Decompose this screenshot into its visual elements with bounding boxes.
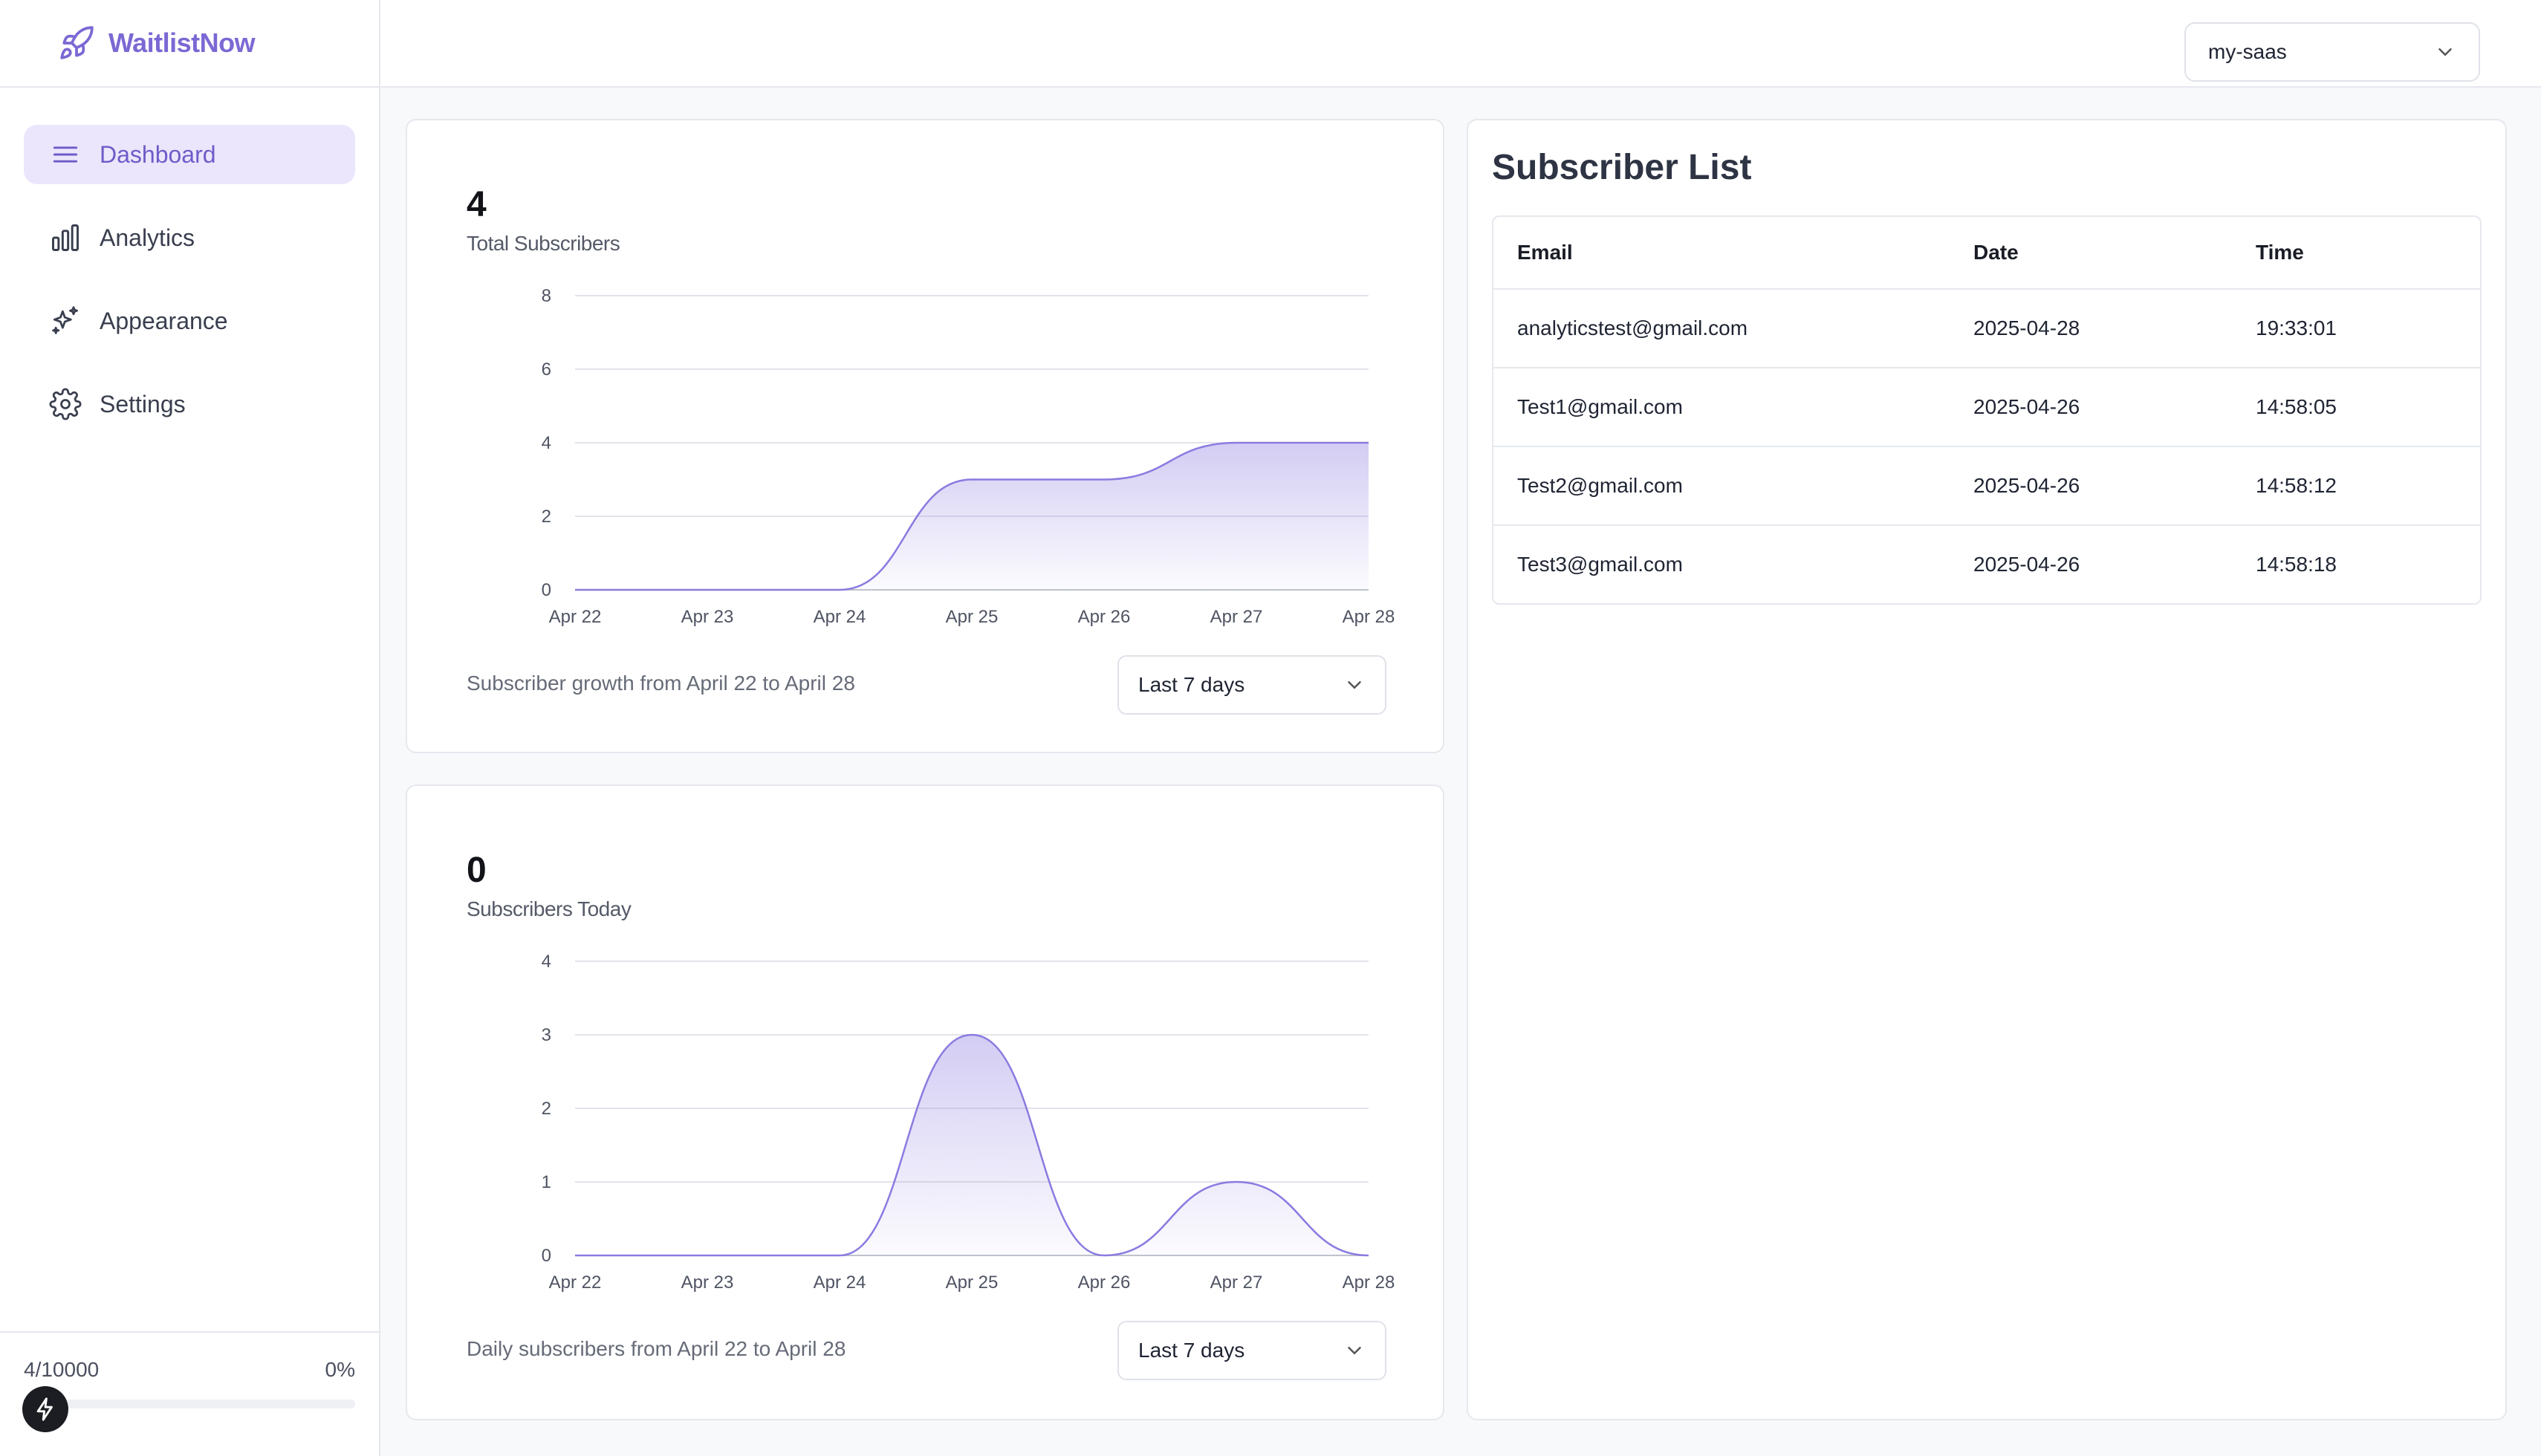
chevron-down-icon [2438, 48, 2452, 56]
usage-meter: 4/10000 0% [0, 1331, 379, 1456]
table-row[interactable]: Test2@gmail.com 2025-04-26 14:58:12 [1493, 446, 2480, 524]
series-line [574, 441, 1369, 591]
upgrade-button[interactable] [22, 1386, 68, 1432]
cell-date: 2025-04-26 [1973, 553, 2080, 576]
sidebar: WaitlistNow Dashboard Analytics Appearan… [0, 0, 380, 1456]
subscribers-today-label: Subscribers Today [467, 897, 632, 920]
sidebar-item-label: Appearance [100, 307, 228, 334]
cell-date: 2025-04-28 [1973, 316, 2080, 339]
project-select-value: my-saas [2208, 40, 2287, 63]
sidebar-item-analytics[interactable]: Analytics [24, 208, 355, 267]
y-tick-label: 3 [542, 1025, 551, 1045]
x-tick-label: Apr 22 [549, 607, 602, 627]
cell-time: 14:58:12 [2256, 474, 2337, 497]
column-header-date[interactable]: Date [1973, 241, 2019, 264]
column-header-time[interactable]: Time [2256, 241, 2304, 264]
menu-icon [53, 146, 78, 163]
chart-caption: Daily subscribers from April 22 to April… [467, 1337, 846, 1360]
gear-icon [49, 388, 82, 420]
range-select[interactable]: Last 7 days [1117, 1321, 1386, 1380]
chart-caption: Subscriber growth from April 22 to April… [467, 672, 855, 695]
sidebar-item-settings[interactable]: Settings [24, 374, 355, 434]
column-header-email[interactable]: Email [1517, 241, 1573, 264]
subscriber-growth-chart: 0 2 4 6 8 Apr 22 Apr 23 Apr 24 Apr 25 Apr 26 Apr 2… [542, 286, 1395, 627]
subscriber-list-card: Subscriber List Email Date Time analytic… [1467, 119, 2507, 1420]
y-tick-label: 4 [542, 433, 551, 453]
cell-email: Test1@gmail.com [1517, 395, 1683, 418]
top-bar [380, 0, 2541, 88]
x-tick-label: Apr 28 [1343, 607, 1395, 627]
total-subscribers-value: 4 [467, 185, 487, 224]
table-row[interactable]: Test3@gmail.com 2025-04-26 14:58:18 [1493, 524, 2480, 603]
lightning-icon [36, 1397, 53, 1421]
subscribers-today-card: 0 Subscribers Today 0 1 2 3 4 Apr 22 Apr 23 Apr… [406, 784, 1444, 1420]
x-tick-label: Apr 28 [1343, 1273, 1395, 1293]
brand[interactable]: WaitlistNow [0, 0, 379, 88]
subscribers-today-value: 0 [467, 851, 487, 890]
x-tick-label: Apr 25 [946, 1273, 999, 1293]
usage-count: 4/10000 [24, 1358, 100, 1381]
bar-chart-icon [52, 224, 79, 251]
series-line [574, 1033, 1369, 1257]
table-row[interactable]: Test1@gmail.com 2025-04-26 14:58:05 [1493, 367, 2480, 446]
series-area [575, 443, 1369, 590]
x-tick-label: Apr 25 [946, 607, 999, 627]
y-tick-label: 0 [542, 1246, 551, 1266]
total-subscribers-label: Total Subscribers [467, 232, 620, 255]
y-tick-label: 6 [542, 360, 551, 380]
range-select-value: Last 7 days [1138, 673, 1245, 696]
cell-email: analyticstest@gmail.com [1517, 316, 1748, 339]
x-tick-label: Apr 27 [1210, 607, 1263, 627]
x-tick-label: Apr 27 [1210, 1273, 1263, 1293]
x-tick-label: Apr 26 [1078, 607, 1131, 627]
cell-date: 2025-04-26 [1973, 474, 2080, 497]
table-row[interactable]: analyticstest@gmail.com 2025-04-28 19:33… [1493, 288, 2480, 367]
sidebar-item-dashboard[interactable]: Dashboard [24, 125, 355, 184]
subscriber-list-title: Subscriber List [1492, 148, 1752, 187]
x-tick-label: Apr 23 [681, 1273, 734, 1293]
cell-time: 19:33:01 [2256, 316, 2337, 339]
table-header: Email Date Time [1493, 217, 2480, 288]
cell-time: 14:58:18 [2256, 553, 2337, 576]
y-tick-label: 2 [542, 1099, 551, 1119]
brand-name: WaitlistNow [108, 27, 256, 58]
sidebar-item-label: Analytics [100, 224, 195, 251]
cell-email: Test2@gmail.com [1517, 474, 1683, 497]
daily-subscribers-chart: 0 1 2 3 4 Apr 22 Apr 23 Apr 24 Apr 25 Apr 26 Apr 2… [542, 952, 1395, 1293]
series-area [575, 1035, 1369, 1255]
chevron-down-icon [1348, 1347, 1361, 1355]
x-tick-label: Apr 23 [681, 607, 734, 627]
usage-progress-bar [24, 1400, 355, 1408]
sidebar-item-label: Settings [100, 390, 186, 417]
usage-percent: 0% [325, 1358, 355, 1381]
x-tick-label: Apr 24 [814, 1273, 866, 1293]
y-tick-label: 0 [542, 580, 551, 600]
x-tick-label: Apr 22 [549, 1273, 602, 1293]
x-tick-label: Apr 24 [814, 607, 866, 627]
range-select[interactable]: Last 7 days [1117, 655, 1386, 715]
subscriber-table: Email Date Time analyticstest@gmail.com … [1492, 215, 2482, 605]
x-tick-label: Apr 26 [1078, 1273, 1131, 1293]
cell-email: Test3@gmail.com [1517, 553, 1683, 576]
range-select-value: Last 7 days [1138, 1339, 1245, 1362]
y-tick-label: 1 [542, 1172, 551, 1192]
cell-time: 14:58:05 [2256, 395, 2337, 418]
chevron-down-icon [1348, 681, 1361, 689]
y-tick-label: 8 [542, 286, 551, 306]
sidebar-item-appearance[interactable]: Appearance [24, 291, 355, 351]
sidebar-item-label: Dashboard [100, 140, 216, 168]
total-subscribers-card: 4 Total Subscribers 0 2 4 6 8 Apr 22 Apr 23 Apr… [406, 119, 1444, 753]
project-select[interactable]: my-saas [2184, 22, 2480, 82]
rocket-icon [60, 26, 94, 59]
sidebar-nav: Dashboard Analytics Appearance Settings [0, 88, 379, 434]
y-tick-label: 2 [542, 507, 551, 527]
cell-date: 2025-04-26 [1973, 395, 2080, 418]
sparkles-icon [52, 306, 78, 334]
y-tick-label: 4 [542, 952, 551, 972]
